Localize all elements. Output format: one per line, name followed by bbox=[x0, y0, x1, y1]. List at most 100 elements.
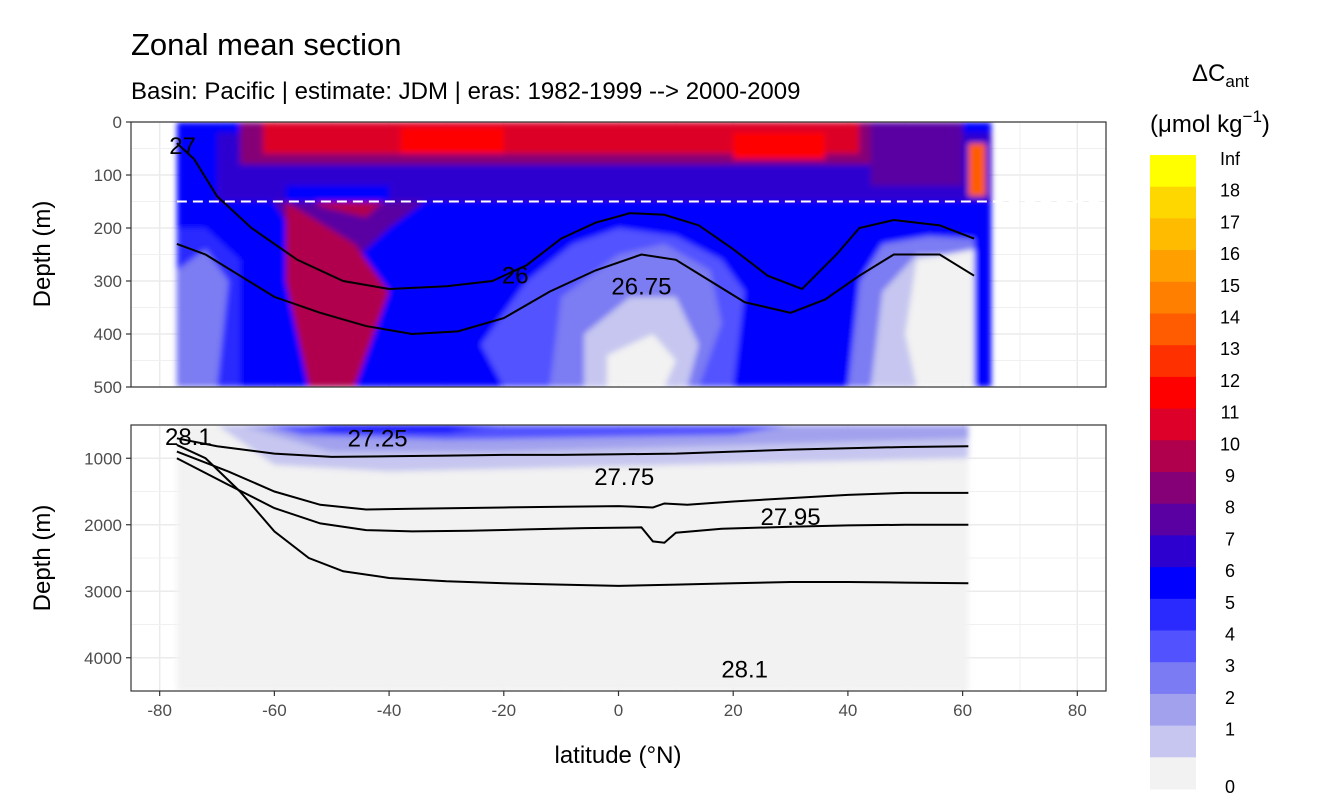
legend-title-quantity: ΔCant bbox=[1192, 60, 1249, 91]
lower-panel: 28.1 27.25 27.75 27.95 28.1 1000 2000 3000 4000… bbox=[29, 424, 1107, 692]
lower-panel-y-axis: 1000 2000 3000 4000 bbox=[84, 449, 131, 668]
legend-swatch bbox=[1150, 281, 1196, 314]
legend-label: 15 bbox=[1220, 276, 1240, 296]
legend-label: 13 bbox=[1220, 339, 1240, 359]
upper-panel-contours bbox=[176, 142, 975, 336]
legend-label: 1 bbox=[1225, 720, 1235, 740]
legend-swatch bbox=[1150, 250, 1196, 283]
legend-swatch bbox=[1150, 472, 1196, 505]
lower-panel-contours bbox=[176, 437, 969, 587]
legend-label: 3 bbox=[1225, 656, 1235, 676]
legend-swatch bbox=[1150, 535, 1196, 568]
legend-swatch bbox=[1150, 440, 1196, 473]
x-tick-label: 60 bbox=[953, 701, 972, 720]
legend-swatch bbox=[1150, 408, 1196, 441]
y-tick-label: 100 bbox=[94, 166, 122, 185]
contour-label: 26.75 bbox=[611, 273, 671, 300]
field-region bbox=[285, 185, 390, 202]
legend-swatch bbox=[1150, 503, 1196, 536]
legend-label: 16 bbox=[1220, 244, 1240, 264]
lower-y-axis-label: Depth (m) bbox=[29, 505, 56, 612]
y-tick-label: 2000 bbox=[84, 516, 122, 535]
field-region bbox=[400, 127, 504, 154]
legend-swatch bbox=[1150, 345, 1196, 378]
contour-label: 28.1 bbox=[165, 424, 212, 451]
x-axis-label: latitude (°N) bbox=[555, 742, 682, 769]
legend-swatch bbox=[1150, 662, 1196, 695]
field-region bbox=[905, 249, 975, 387]
y-tick-label: 300 bbox=[94, 272, 122, 291]
legend-swatch bbox=[1150, 630, 1196, 663]
legend-swatch bbox=[1150, 155, 1196, 188]
legend-unit-pre: (μmol kg bbox=[1150, 111, 1243, 138]
upper-panel-field bbox=[176, 122, 992, 387]
field-region bbox=[607, 334, 676, 387]
legend-label: 4 bbox=[1225, 625, 1235, 645]
upper-panel-contour-labels: 26 26.75 27 bbox=[169, 133, 671, 300]
contour-label: 27.95 bbox=[761, 504, 821, 531]
lower-panel-contour-labels: 28.1 27.25 27.75 27.95 28.1 bbox=[165, 424, 821, 684]
field-region bbox=[870, 122, 963, 186]
legend-label: 0 bbox=[1225, 777, 1235, 797]
color-legend: ΔCant (μmol kg−1) Inf1817161514131211109… bbox=[1150, 60, 1270, 797]
legend-label: 14 bbox=[1220, 308, 1240, 328]
y-tick-label: 200 bbox=[94, 219, 122, 238]
upper-panel-border bbox=[130, 121, 1107, 388]
contour-label: 28.1 bbox=[721, 657, 768, 684]
x-tick-label: 20 bbox=[724, 701, 743, 720]
legend-label: 6 bbox=[1225, 561, 1235, 581]
x-axis: -80 -60 -40 -20 0 20 40 60 80 bbox=[147, 691, 1087, 720]
legend-label: 18 bbox=[1220, 181, 1240, 201]
field-region bbox=[303, 425, 504, 433]
legend-title-main: ΔC bbox=[1192, 60, 1225, 87]
contour-line bbox=[176, 437, 969, 458]
field-region bbox=[285, 201, 390, 387]
legend-swatch bbox=[1150, 693, 1196, 727]
legend-swatch bbox=[1150, 598, 1196, 631]
legend-label: 8 bbox=[1225, 498, 1235, 518]
lower-panel-field bbox=[176, 425, 969, 691]
field-region bbox=[176, 249, 229, 387]
legend-unit-post: ) bbox=[1262, 111, 1270, 138]
contour-line bbox=[176, 444, 969, 587]
legend-swatch bbox=[1150, 757, 1196, 790]
contour-line bbox=[176, 142, 975, 291]
upper-panel: 26 26.75 27 0 100 200 300 400 500 Depth (m) bbox=[29, 113, 1107, 397]
legend-label: 17 bbox=[1220, 212, 1240, 232]
legend-swatch bbox=[1150, 313, 1196, 346]
legend-label: Inf bbox=[1220, 149, 1241, 169]
legend-label: 7 bbox=[1225, 529, 1235, 549]
chart-subtitle: Basin: Pacific | estimate: JDM | eras: 1… bbox=[131, 78, 800, 105]
legend-title-sub: ant bbox=[1225, 72, 1249, 91]
x-tick-label: -40 bbox=[377, 701, 402, 720]
contour-line bbox=[176, 457, 969, 544]
legend-label: 2 bbox=[1225, 688, 1235, 708]
legend-swatch bbox=[1150, 725, 1196, 758]
x-tick-label: 40 bbox=[838, 701, 857, 720]
y-tick-label: 400 bbox=[94, 325, 122, 344]
upper-y-axis-label: Depth (m) bbox=[29, 201, 56, 308]
contour-label: 27 bbox=[169, 133, 196, 160]
y-tick-label: 1000 bbox=[84, 449, 122, 468]
legend-swatch bbox=[1150, 186, 1196, 219]
field-region bbox=[176, 425, 969, 691]
legend-label: 10 bbox=[1220, 434, 1240, 454]
y-tick-label: 0 bbox=[113, 113, 122, 132]
field-region bbox=[733, 132, 825, 160]
chart-title: Zonal mean section bbox=[131, 27, 402, 62]
field-region bbox=[968, 143, 986, 197]
x-tick-label: 0 bbox=[614, 701, 623, 720]
legend-swatch bbox=[1150, 567, 1196, 600]
legend-label: 11 bbox=[1221, 403, 1240, 423]
x-tick-label: -80 bbox=[147, 701, 172, 720]
upper-panel-y-axis: 0 100 200 300 400 500 bbox=[94, 113, 131, 397]
contour-line bbox=[176, 242, 975, 336]
x-tick-label: -60 bbox=[262, 701, 287, 720]
contour-line bbox=[176, 450, 969, 511]
x-tick-label: 80 bbox=[1068, 701, 1087, 720]
y-tick-label: 3000 bbox=[84, 582, 122, 601]
y-tick-label: 4000 bbox=[84, 649, 122, 668]
legend-label: 12 bbox=[1220, 371, 1240, 391]
